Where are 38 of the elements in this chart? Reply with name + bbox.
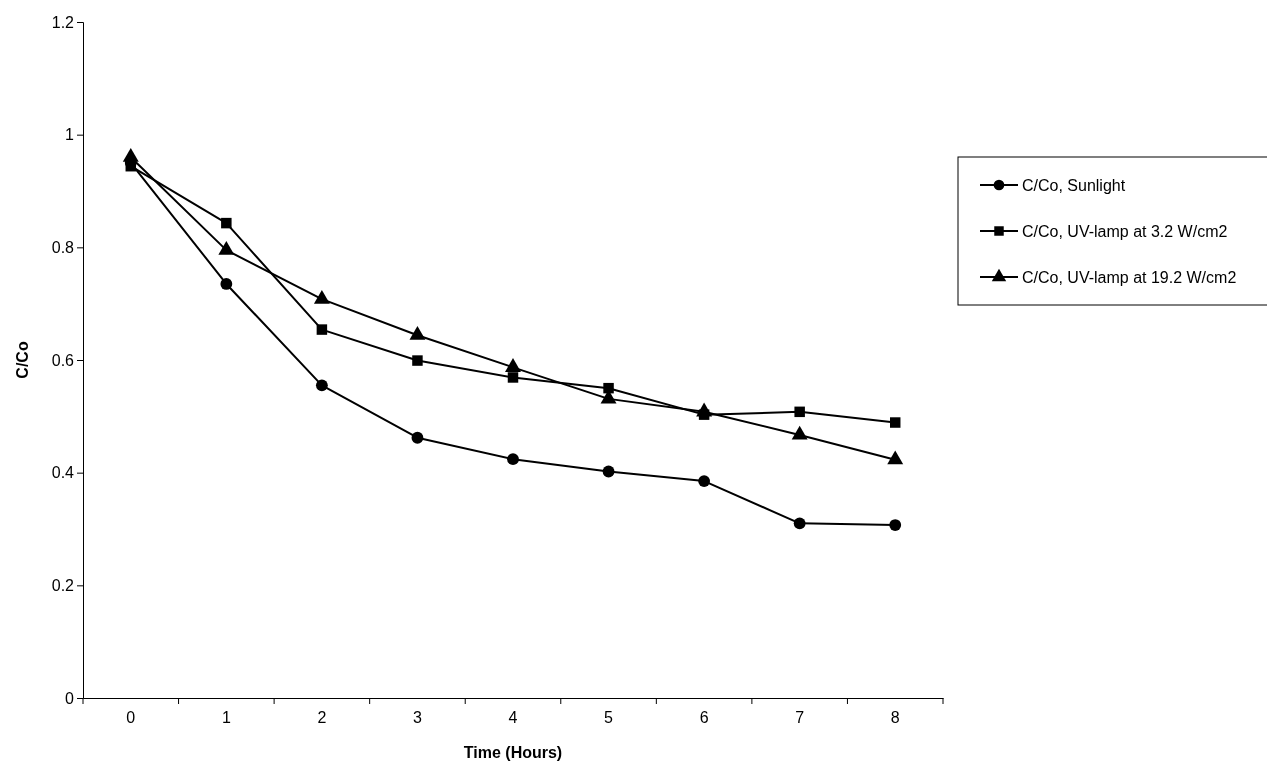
point [507,372,519,383]
point [889,519,902,531]
x-tick-label: 4 [508,709,518,727]
point [411,431,424,444]
point [412,355,423,366]
x-tick-label: 0 [126,709,136,727]
legend-label: C/Co, Sunlight [1022,177,1126,194]
y-tick-label: 0 [65,689,75,707]
y-tick-label: 0.2 [51,576,75,594]
point [220,278,233,290]
y-tick-label: 0.4 [51,464,75,482]
point [316,324,328,335]
x-tick-label: 1 [221,709,231,727]
point [507,453,519,466]
x-tick-label: 7 [795,709,805,727]
y-tick-label: 0.6 [51,351,75,369]
legend-label: C/Co, UV-lamp at 3.2 W/cm2 [1022,223,1228,240]
point [602,465,615,478]
x-axis-title: Time (Hours) [463,744,563,761]
point [221,217,232,229]
point [793,517,806,530]
legend-label: C/Co, UV-lamp at 19.2 W/cm2 [1022,269,1237,286]
x-tick-label: 5 [604,709,614,727]
y-tick-label: 0.8 [51,238,75,256]
point [794,406,805,418]
x-tick-label: 6 [699,709,709,727]
point [698,475,711,488]
x-tick-label: 8 [890,709,900,727]
point [409,326,426,340]
x-tick-label: 2 [317,709,327,727]
point [889,417,901,428]
point [315,379,328,392]
point [122,148,139,162]
y-tick-label: 1.2 [51,13,75,31]
y-tick-label: 1 [65,126,75,144]
point [603,382,614,394]
y-axis-title: C/Co [14,341,31,379]
x-tick-label: 3 [412,709,422,727]
